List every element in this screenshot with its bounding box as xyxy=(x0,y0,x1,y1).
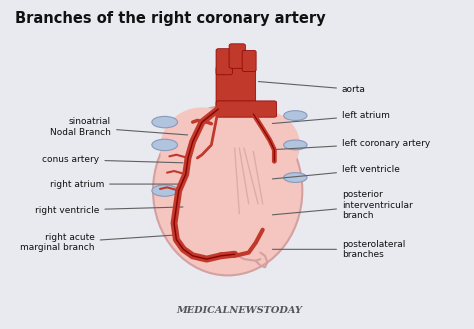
Text: right ventricle: right ventricle xyxy=(35,206,183,215)
Text: right acute
marginal branch: right acute marginal branch xyxy=(20,233,178,252)
Ellipse shape xyxy=(216,109,300,181)
Text: Branches of the right coronary artery: Branches of the right coronary artery xyxy=(16,11,326,26)
Text: posterior
interventricular
branch: posterior interventricular branch xyxy=(273,190,413,220)
FancyBboxPatch shape xyxy=(216,101,277,117)
Text: conus artery: conus artery xyxy=(42,155,183,164)
Ellipse shape xyxy=(152,139,178,151)
Ellipse shape xyxy=(283,140,307,150)
FancyBboxPatch shape xyxy=(216,67,255,107)
Text: aorta: aorta xyxy=(258,82,366,94)
Text: sinoatrial
Nodal Branch: sinoatrial Nodal Branch xyxy=(50,117,188,137)
Text: posterolateral
branches: posterolateral branches xyxy=(273,240,405,259)
Ellipse shape xyxy=(153,106,302,275)
Text: MEDICALNEWSTODAY: MEDICALNEWSTODAY xyxy=(176,306,302,315)
Text: left coronary artery: left coronary artery xyxy=(273,139,430,150)
Ellipse shape xyxy=(152,185,178,196)
FancyBboxPatch shape xyxy=(216,49,232,75)
Ellipse shape xyxy=(152,116,178,128)
Text: left ventricle: left ventricle xyxy=(273,165,400,179)
Ellipse shape xyxy=(283,111,307,120)
Text: left atrium: left atrium xyxy=(273,111,390,123)
FancyBboxPatch shape xyxy=(242,50,256,71)
Text: right atrium: right atrium xyxy=(50,180,183,189)
FancyBboxPatch shape xyxy=(229,44,246,68)
Ellipse shape xyxy=(283,173,307,183)
Ellipse shape xyxy=(160,107,244,189)
